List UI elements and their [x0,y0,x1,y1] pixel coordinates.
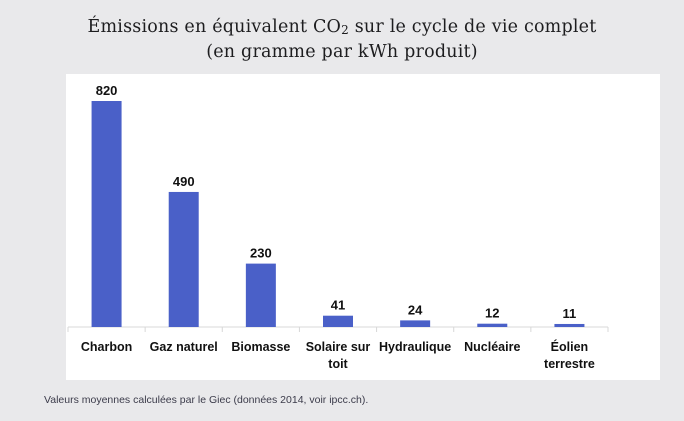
data-label: 24 [408,302,423,317]
bar [168,191,199,327]
data-label: 41 [331,298,345,313]
category-label: Gaz naturel [150,340,218,354]
category-label: Hydraulique [379,340,451,354]
bar [400,320,431,327]
title-subscript: 2 [341,23,349,37]
bar [245,263,276,327]
bar [91,101,122,327]
data-label: 230 [250,246,272,261]
title-suffix: sur le cycle de vie complet [348,17,597,37]
chart-panel: 820 Charbon 490 Gaz naturel 230 Biomasse 41 Sol… [66,74,660,380]
data-label: 12 [485,306,499,321]
data-label: 11 [563,306,577,321]
chart-title-line-1: Émissions en équivalent CO2 sur le cycle… [0,16,684,41]
bar [323,315,353,327]
bar [477,323,508,327]
data-label: 820 [96,83,118,98]
category-label: Éolien [551,339,589,354]
chart-subtitle: (en gramme par kWh produit) [206,42,478,62]
chart-title: Émissions en équivalent CO2 sur le cycle… [0,16,684,63]
source-caption: Valeurs moyennes calculées par le Giec (… [44,394,369,406]
category-label: toit [328,357,348,371]
category-label: Solaire sur [306,340,371,354]
bar-chart: 820 Charbon 490 Gaz naturel 230 Biomasse 41 Sol… [67,83,609,371]
category-label: terrestre [544,357,595,371]
data-label: 490 [173,174,195,189]
category-label: Biomasse [231,340,290,354]
category-label: Charbon [81,340,132,354]
title-prefix: Émissions en équivalent CO [87,17,342,37]
bar [554,323,585,327]
category-label: Nucléaire [464,340,520,354]
